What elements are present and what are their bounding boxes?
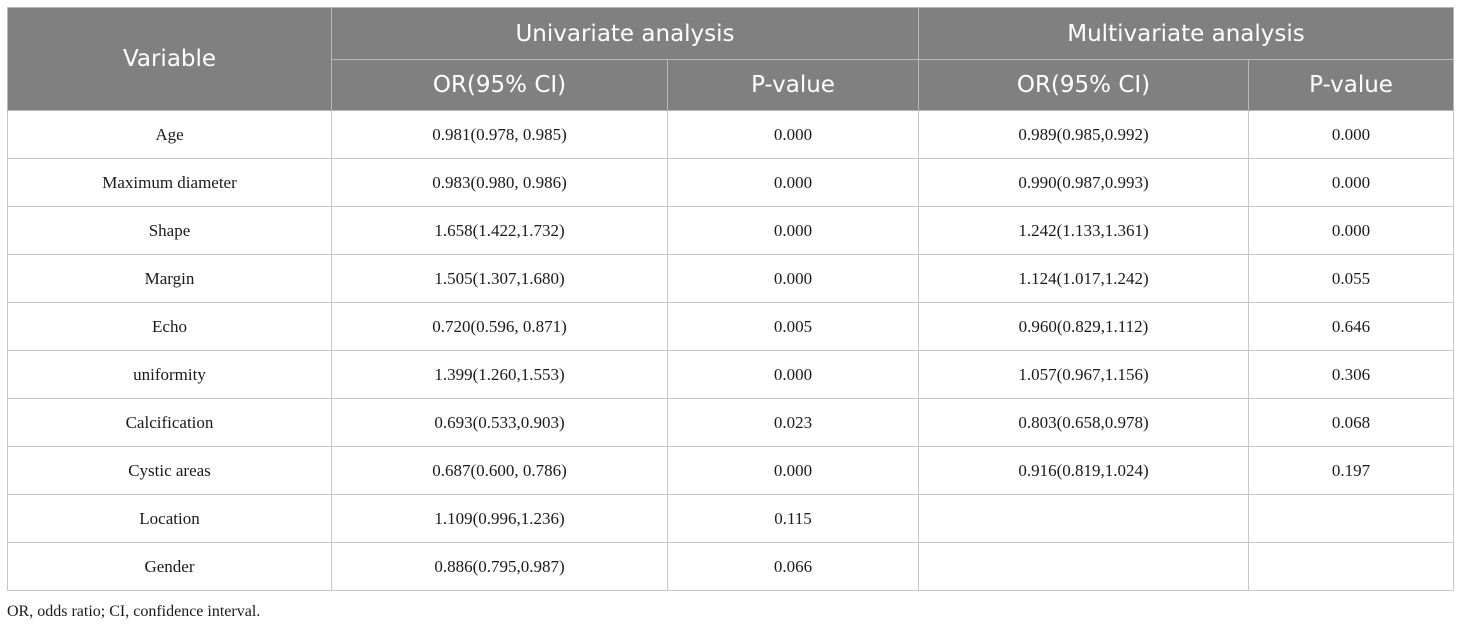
table-row: Calcification 0.693(0.533,0.903) 0.023 0… — [7, 398, 1454, 447]
cell-univariate-p: 0.000 — [667, 206, 919, 255]
cell-univariate-p: 0.066 — [667, 542, 919, 591]
table-row: Location 1.109(0.996,1.236) 0.115 — [7, 494, 1454, 543]
table-row: Gender 0.886(0.795,0.987) 0.066 — [7, 542, 1454, 591]
header-multivariate-or-ci: OR(95% CI) — [918, 59, 1249, 111]
cell-variable: Maximum diameter — [7, 158, 332, 207]
cell-variable: Shape — [7, 206, 332, 255]
cell-multivariate-or: 1.242(1.133,1.361) — [918, 206, 1249, 255]
table-header: Variable Univariate analysis Multivariat… — [7, 7, 1454, 111]
cell-multivariate-or — [918, 494, 1249, 543]
cell-multivariate-or: 0.990(0.987,0.993) — [918, 158, 1249, 207]
cell-univariate-or: 0.720(0.596, 0.871) — [331, 302, 668, 351]
cell-multivariate-p: 0.197 — [1248, 446, 1454, 495]
table-row: Shape 1.658(1.422,1.732) 0.000 1.242(1.1… — [7, 206, 1454, 255]
cell-variable: Gender — [7, 542, 332, 591]
cell-variable: uniformity — [7, 350, 332, 399]
cell-univariate-p: 0.005 — [667, 302, 919, 351]
header-variable: Variable — [7, 7, 332, 111]
cell-univariate-or: 1.505(1.307,1.680) — [331, 254, 668, 303]
header-row-columns: OR(95% CI) P-value OR(95% CI) P-value — [8, 59, 1454, 111]
cell-variable: Location — [7, 494, 332, 543]
cell-univariate-or: 0.886(0.795,0.987) — [331, 542, 668, 591]
table-row: Age 0.981(0.978, 0.985) 0.000 0.989(0.98… — [7, 110, 1454, 159]
regression-results-table: Variable Univariate analysis Multivariat… — [7, 7, 1454, 591]
cell-multivariate-or: 1.057(0.967,1.156) — [918, 350, 1249, 399]
cell-multivariate-or — [918, 542, 1249, 591]
cell-variable: Calcification — [7, 398, 332, 447]
cell-multivariate-or: 0.960(0.829,1.112) — [918, 302, 1249, 351]
cell-multivariate-or: 0.916(0.819,1.024) — [918, 446, 1249, 495]
header-univariate-or-ci: OR(95% CI) — [331, 59, 668, 111]
cell-univariate-or: 1.658(1.422,1.732) — [331, 206, 668, 255]
cell-univariate-p: 0.000 — [667, 350, 919, 399]
cell-univariate-or: 0.981(0.978, 0.985) — [331, 110, 668, 159]
cell-multivariate-p: 0.306 — [1248, 350, 1454, 399]
table-body: Age 0.981(0.978, 0.985) 0.000 0.989(0.98… — [7, 110, 1454, 591]
cell-multivariate-p — [1248, 494, 1454, 543]
cell-multivariate-p — [1248, 542, 1454, 591]
table-row: Margin 1.505(1.307,1.680) 0.000 1.124(1.… — [7, 254, 1454, 303]
cell-multivariate-p: 0.000 — [1248, 158, 1454, 207]
cell-univariate-or: 1.399(1.260,1.553) — [331, 350, 668, 399]
cell-univariate-or: 0.983(0.980, 0.986) — [331, 158, 668, 207]
cell-variable: Margin — [7, 254, 332, 303]
cell-univariate-p: 0.000 — [667, 110, 919, 159]
cell-multivariate-p: 0.055 — [1248, 254, 1454, 303]
cell-variable: Cystic areas — [7, 446, 332, 495]
cell-univariate-p: 0.000 — [667, 446, 919, 495]
table-row: Maximum diameter 0.983(0.980, 0.986) 0.0… — [7, 158, 1454, 207]
cell-multivariate-p: 0.646 — [1248, 302, 1454, 351]
table-row: Cystic areas 0.687(0.600, 0.786) 0.000 0… — [7, 446, 1454, 495]
cell-variable: Echo — [7, 302, 332, 351]
table-row: uniformity 1.399(1.260,1.553) 0.000 1.05… — [7, 350, 1454, 399]
header-multivariate-p-value: P-value — [1248, 59, 1454, 111]
cell-multivariate-or: 0.989(0.985,0.992) — [918, 110, 1249, 159]
cell-univariate-p: 0.000 — [667, 158, 919, 207]
cell-multivariate-or: 0.803(0.658,0.978) — [918, 398, 1249, 447]
header-row-groups: Variable Univariate analysis Multivariat… — [7, 7, 1454, 111]
cell-univariate-or: 0.687(0.600, 0.786) — [331, 446, 668, 495]
cell-multivariate-p: 0.000 — [1248, 110, 1454, 159]
cell-univariate-p: 0.115 — [667, 494, 919, 543]
cell-univariate-or: 1.109(0.996,1.236) — [331, 494, 668, 543]
table-footnote: OR, odds ratio; CI, confidence interval. — [7, 603, 261, 620]
header-univariate-analysis: Univariate analysis — [331, 7, 919, 60]
header-univariate-p-value: P-value — [667, 59, 919, 111]
header-multivariate-analysis: Multivariate analysis — [918, 7, 1454, 60]
results-table-container: Variable Univariate analysis Multivariat… — [7, 7, 1454, 591]
cell-variable: Age — [7, 110, 332, 159]
cell-univariate-p: 0.000 — [667, 254, 919, 303]
cell-univariate-p: 0.023 — [667, 398, 919, 447]
cell-univariate-or: 0.693(0.533,0.903) — [331, 398, 668, 447]
cell-multivariate-or: 1.124(1.017,1.242) — [918, 254, 1249, 303]
cell-multivariate-p: 0.000 — [1248, 206, 1454, 255]
cell-multivariate-p: 0.068 — [1248, 398, 1454, 447]
table-row: Echo 0.720(0.596, 0.871) 0.005 0.960(0.8… — [7, 302, 1454, 351]
